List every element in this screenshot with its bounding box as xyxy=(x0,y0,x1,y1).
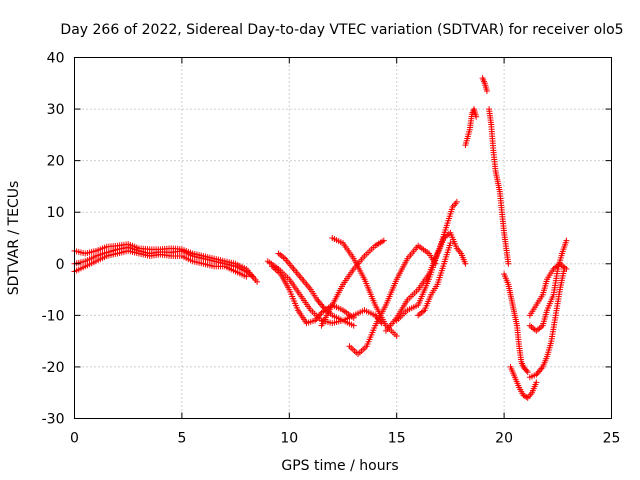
series-s5 xyxy=(269,263,357,327)
series-s14 xyxy=(479,75,490,95)
y-tick-label: -30 xyxy=(42,412,65,428)
x-axis-label: GPS time / hours xyxy=(281,458,398,474)
series-s6 xyxy=(275,250,357,329)
x-tick-label: 15 xyxy=(388,431,406,447)
series-s12 xyxy=(415,240,454,319)
grid xyxy=(74,57,612,419)
data-point xyxy=(254,278,261,285)
data-point xyxy=(523,394,530,401)
y-tick-labels: 40 30 20 10 0 -10 -20 -30 xyxy=(42,51,65,428)
data-point xyxy=(473,113,480,120)
series-s13 xyxy=(462,106,480,149)
data-point xyxy=(523,367,530,374)
data-point xyxy=(243,273,250,280)
data-point xyxy=(524,369,531,376)
data-point xyxy=(483,88,490,95)
data-point xyxy=(563,237,570,244)
x-tick-label: 10 xyxy=(280,431,298,447)
x-tick-label: 25 xyxy=(603,431,621,447)
y-tick-label: 40 xyxy=(47,51,65,67)
y-axis-label: SDTVAR / TECUs xyxy=(6,181,22,296)
x-tick-label: 5 xyxy=(177,431,186,447)
series-s11 xyxy=(393,229,469,324)
chart-title: Day 266 of 2022, Sidereal Day-to-day VTE… xyxy=(60,22,623,38)
y-tick-label: -20 xyxy=(42,360,65,376)
x-tick-label: 20 xyxy=(495,431,513,447)
series-s3 xyxy=(71,241,261,285)
series-s20 xyxy=(526,260,570,319)
data-point xyxy=(462,260,469,267)
data-point xyxy=(563,265,570,272)
data-point xyxy=(447,240,454,247)
x-tick-labels: 0 5 10 15 20 25 xyxy=(70,431,620,447)
series-s15 xyxy=(486,106,512,267)
data-point xyxy=(350,314,357,321)
series-s8 xyxy=(329,235,400,339)
series-s19 xyxy=(526,237,570,334)
data-points xyxy=(71,75,570,401)
series-s18 xyxy=(526,265,568,381)
y-tick-label: 0 xyxy=(56,257,65,273)
x-tick-label: 0 xyxy=(70,431,79,447)
data-point xyxy=(533,379,540,386)
tick-marks xyxy=(74,57,612,419)
series-s17 xyxy=(507,363,540,401)
y-tick-label: 20 xyxy=(47,154,65,170)
series-s16 xyxy=(501,271,531,376)
data-point xyxy=(453,198,460,205)
y-tick-label: -10 xyxy=(42,308,65,324)
data-point xyxy=(393,332,400,339)
series-s4 xyxy=(264,258,385,327)
data-point xyxy=(380,237,387,244)
plot-frame xyxy=(74,57,612,419)
data-point xyxy=(350,322,357,329)
y-tick-label: 30 xyxy=(47,102,65,118)
data-point xyxy=(505,260,512,267)
y-tick-label: 10 xyxy=(47,205,65,221)
